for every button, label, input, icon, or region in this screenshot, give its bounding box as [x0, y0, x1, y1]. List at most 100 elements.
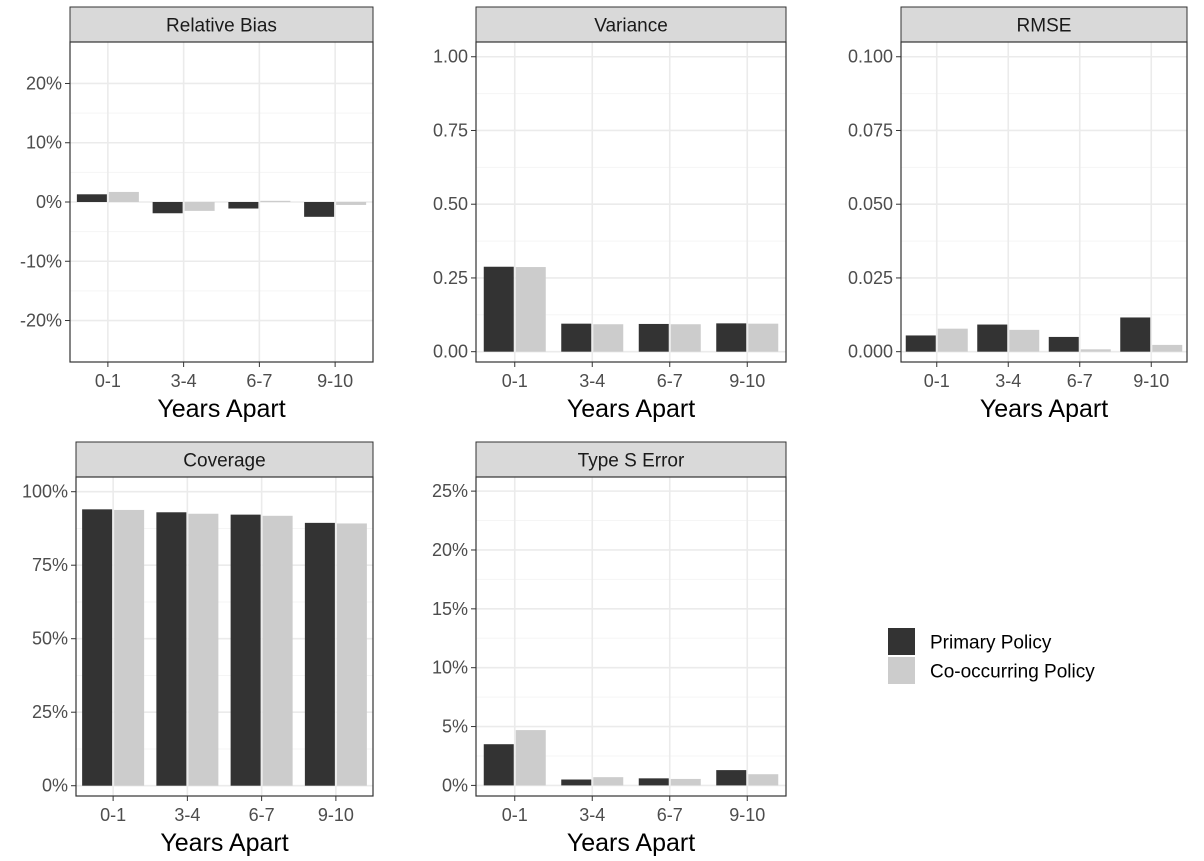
bar-primary-6-7 — [228, 202, 259, 209]
bar-co-occurring-3-4 — [593, 777, 624, 786]
panel-border — [75, 476, 374, 797]
panel-border — [900, 41, 1188, 363]
x-tick-label: 6-7 — [657, 805, 683, 825]
x-tick-label: 3-4 — [579, 371, 605, 391]
x-tick-label: 0-1 — [100, 805, 126, 825]
bar-primary-0-1 — [483, 744, 514, 786]
y-tick-label: 0.50 — [433, 194, 468, 214]
x-tick-label: 3-4 — [995, 371, 1021, 391]
bar-co-occurring-3-4 — [188, 513, 219, 786]
bar-primary-9-10 — [716, 323, 747, 352]
y-tick-label: 10% — [432, 658, 468, 678]
panel-border — [475, 476, 787, 797]
x-tick-label: 9-10 — [729, 805, 765, 825]
facet-panel-1: Variance 0.00 0.25 0.50 0.75 1.00 0-1 3-4 6-7 9-1… — [433, 6, 787, 423]
x-tick-label: 0-1 — [502, 371, 528, 391]
x-tick-label: 9-10 — [1133, 371, 1169, 391]
y-tick-label: 0.000 — [848, 342, 893, 362]
facet-strip — [69, 6, 374, 43]
bar-primary-0-1 — [483, 266, 514, 352]
y-tick-label: 100% — [22, 482, 68, 502]
bar-primary-6-7 — [1048, 336, 1079, 352]
facet-strip — [475, 441, 787, 478]
facet-strip — [75, 441, 374, 478]
x-tick-label: 6-7 — [246, 371, 272, 391]
x-tick-label: 9-10 — [729, 371, 765, 391]
bar-primary-6-7 — [638, 778, 669, 786]
y-tick-label: 1.00 — [433, 47, 468, 67]
bar-co-occurring-6-7 — [1080, 349, 1111, 352]
x-tick-label: 9-10 — [318, 805, 354, 825]
x-tick-label: 6-7 — [249, 805, 275, 825]
x-tick-label: 9-10 — [317, 371, 353, 391]
bar-primary-3-4 — [561, 779, 592, 786]
y-tick-label: 25% — [32, 702, 68, 722]
bar-co-occurring-9-10 — [336, 523, 367, 786]
x-tick-label: 0-1 — [502, 805, 528, 825]
bar-co-occurring-6-7 — [262, 515, 293, 786]
y-tick-label: 20% — [432, 540, 468, 560]
y-tick-label: 0.025 — [848, 268, 893, 288]
x-tick-label: 6-7 — [1067, 371, 1093, 391]
bar-primary-3-4 — [152, 202, 183, 214]
x-axis-title: Years Apart — [157, 395, 285, 423]
bar-primary-6-7 — [638, 323, 669, 352]
y-tick-label: 0.25 — [433, 268, 468, 288]
x-tick-label: 0-1 — [924, 371, 950, 391]
facet-strip — [475, 6, 787, 43]
x-tick-label: 0-1 — [95, 371, 121, 391]
legend: Primary Policy Co-occurring Policy — [888, 628, 1095, 684]
bar-primary-9-10 — [716, 770, 747, 786]
facet-title: Variance — [594, 16, 668, 37]
bar-co-occurring-0-1 — [937, 328, 968, 352]
bar-primary-3-4 — [156, 512, 187, 786]
bar-co-occurring-0-1 — [515, 730, 546, 786]
bar-primary-0-1 — [82, 509, 113, 786]
y-tick-label: 0% — [36, 192, 62, 212]
facet-panel-3: Coverage 0% 25% 50% 75% 100% 0-1 3-4 6-7 9-10 Year… — [22, 441, 374, 857]
bar-co-occurring-9-10 — [336, 202, 367, 205]
x-tick-label: 3-4 — [171, 371, 197, 391]
bar-primary-3-4 — [977, 324, 1008, 352]
y-tick-label: 0.00 — [433, 342, 468, 362]
bar-co-occurring-3-4 — [184, 202, 215, 211]
bar-primary-0-1 — [905, 335, 936, 352]
facet-title: RMSE — [1017, 16, 1072, 37]
facet-title: Type S Error — [578, 451, 685, 472]
facet-panel-4: Type S Error 0% 5% 10% 15% 20% 25% 0-1 3-4 6-7 9-1… — [432, 441, 787, 857]
bar-primary-0-1 — [76, 194, 107, 202]
x-axis-title: Years Apart — [567, 829, 695, 857]
bar-co-occurring-9-10 — [748, 323, 779, 352]
bar-co-occurring-9-10 — [1152, 344, 1183, 352]
legend-label-0: Primary Policy — [930, 633, 1052, 654]
bar-co-occurring-0-1 — [515, 267, 546, 352]
bar-primary-9-10 — [304, 202, 335, 217]
y-tick-label: 50% — [32, 629, 68, 649]
bar-co-occurring-0-1 — [114, 509, 145, 786]
facet-panel-2: RMSE 0.000 0.025 0.050 0.075 0.100 0-1 3-4 6-7 9-… — [848, 6, 1188, 423]
bar-co-occurring-3-4 — [593, 324, 624, 352]
y-tick-label: 0.075 — [848, 120, 893, 140]
legend-label-1: Co-occurring Policy — [930, 662, 1095, 683]
y-tick-label: 5% — [442, 717, 468, 737]
x-tick-label: 3-4 — [174, 805, 200, 825]
y-tick-label: 0% — [442, 775, 468, 795]
y-tick-label: 75% — [32, 555, 68, 575]
x-tick-label: 3-4 — [579, 805, 605, 825]
facet-strip — [900, 6, 1188, 43]
x-axis-title: Years Apart — [980, 395, 1108, 423]
facet-title: Coverage — [183, 451, 265, 472]
bar-co-occurring-6-7 — [260, 200, 291, 202]
x-axis-title: Years Apart — [567, 395, 695, 423]
bar-primary-6-7 — [230, 514, 261, 786]
y-tick-label: -10% — [20, 251, 62, 271]
bar-co-occurring-6-7 — [670, 778, 701, 786]
y-tick-label: 10% — [26, 133, 62, 153]
panel-border — [475, 41, 787, 363]
bar-co-occurring-0-1 — [108, 191, 139, 202]
bar-primary-9-10 — [1120, 317, 1151, 352]
y-tick-label: 20% — [26, 73, 62, 93]
bar-co-occurring-3-4 — [1009, 329, 1040, 352]
x-tick-label: 6-7 — [657, 371, 683, 391]
